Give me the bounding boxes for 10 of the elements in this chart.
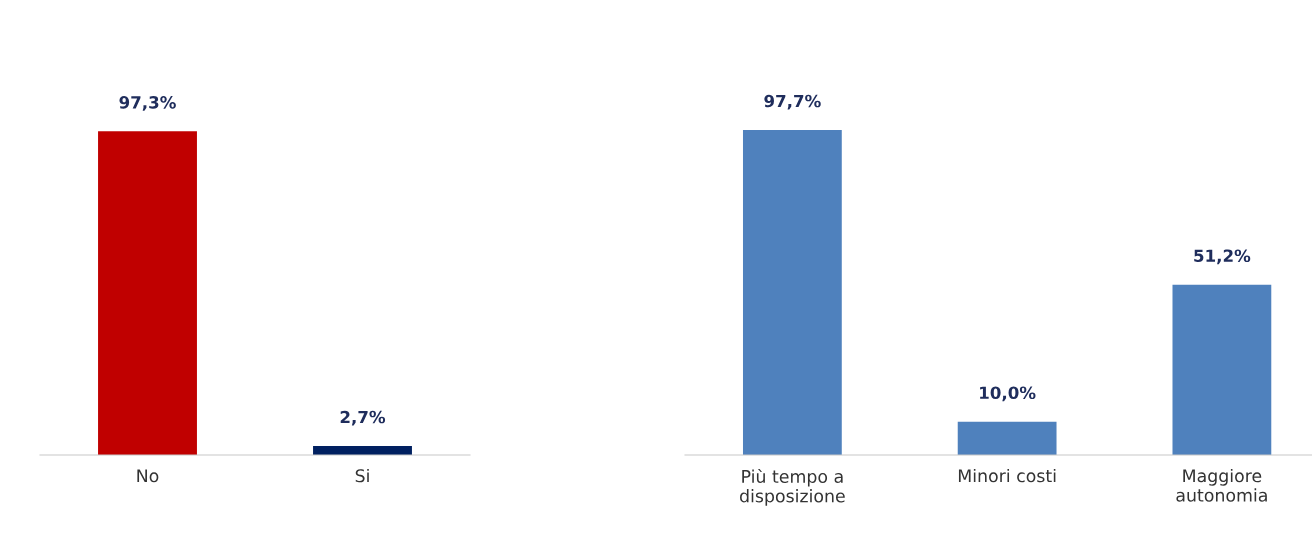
data-label: 2,7%: [340, 410, 386, 426]
x-tick-label: Minori costi: [958, 468, 1056, 483]
x-tick-label: No: [137, 469, 159, 483]
data-label: 51,2%: [1194, 249, 1251, 265]
data-label: 10,0%: [980, 386, 1036, 402]
data-label: 97,7%: [764, 94, 821, 110]
x-tick-label: Si: [355, 468, 369, 483]
x-tick-label: Maggiore autonomia: [1176, 468, 1267, 502]
x-tick-label: Più tempo a disposizione: [740, 468, 845, 506]
data-label: 97,3%: [119, 96, 176, 111]
